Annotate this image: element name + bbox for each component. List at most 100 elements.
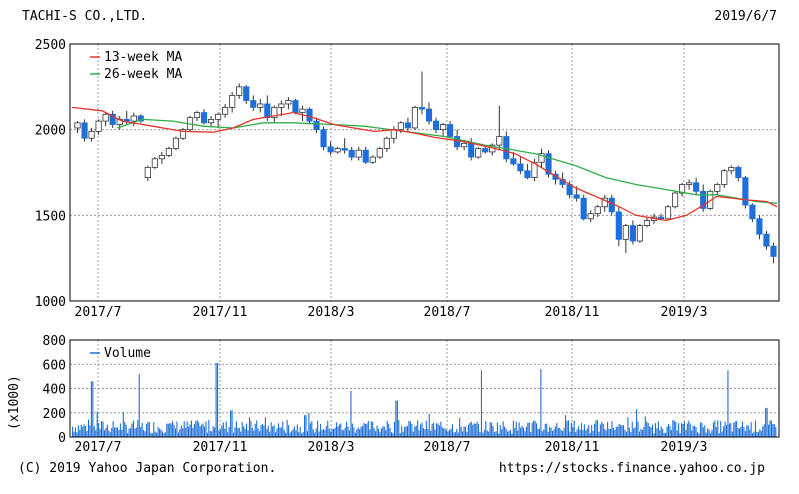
volume-bar	[624, 429, 626, 437]
volume-bar	[460, 426, 462, 437]
volume-bar	[717, 420, 719, 437]
candle-down	[362, 149, 369, 163]
candle-down	[404, 122, 411, 129]
volume-bar	[85, 425, 87, 437]
volume-bar	[130, 428, 132, 437]
volume-bar	[283, 430, 285, 437]
volume-bar	[422, 428, 424, 437]
volume-bar	[240, 431, 242, 437]
volume-bar	[109, 432, 111, 437]
volume-bar	[749, 429, 751, 437]
volume-bar	[206, 432, 208, 437]
volume-bar	[617, 426, 619, 437]
candle-up	[179, 129, 187, 139]
candle-down	[763, 233, 770, 247]
volume-bar	[710, 433, 712, 437]
volume-bar	[217, 363, 219, 437]
price-x-tick-label: 2018/3	[308, 305, 355, 320]
volume-bar	[366, 423, 368, 437]
volume-bar	[298, 432, 300, 437]
volume-bar	[346, 421, 348, 437]
volume-bar	[227, 432, 229, 437]
volume-bar	[470, 421, 472, 437]
volume-bar	[367, 420, 369, 437]
volume-bar	[554, 426, 556, 437]
volume-bar	[449, 429, 451, 437]
volume-bar	[637, 421, 639, 437]
volume-bar	[633, 428, 635, 437]
volume-bar	[437, 423, 439, 437]
volume-bar	[544, 423, 546, 437]
candle-up	[397, 122, 404, 131]
volume-bar	[536, 423, 538, 437]
volume-bar	[763, 424, 765, 437]
volume-bar	[98, 423, 100, 437]
candle-down	[348, 149, 355, 158]
volume-bar	[144, 431, 146, 437]
volume-bar	[443, 428, 445, 437]
volume-bar	[705, 432, 707, 437]
volume-bar	[375, 431, 377, 437]
volume-bar	[621, 425, 623, 437]
volume-bar	[694, 426, 696, 437]
volume-bar	[157, 426, 159, 437]
candle-up	[587, 213, 594, 220]
volume-bar	[489, 422, 491, 437]
volume-bar	[512, 420, 514, 437]
volume-bar	[483, 429, 485, 437]
volume-bar	[517, 430, 519, 437]
volume-bar	[172, 420, 174, 437]
volume-bar	[421, 422, 423, 437]
source-url[interactable]: https://stocks.finance.yahoo.co.jp	[498, 461, 765, 476]
volume-bar	[701, 422, 703, 437]
candle-down	[454, 136, 461, 148]
volume-bar	[589, 433, 591, 437]
candle-up	[461, 142, 468, 148]
volume-bar	[750, 422, 752, 437]
volume-bar	[111, 427, 113, 437]
volume-bar	[319, 423, 322, 437]
volume-bar	[246, 423, 248, 437]
volume-bar	[137, 420, 139, 437]
volume-bar	[662, 428, 664, 437]
volume-bar	[636, 409, 638, 437]
volume-bar	[93, 426, 95, 437]
volume-bar	[678, 423, 680, 437]
volume-bar	[634, 427, 636, 437]
candle-up	[236, 86, 243, 96]
volume-bar	[630, 431, 632, 437]
volume-bar	[102, 421, 104, 437]
volume-bar	[676, 430, 678, 437]
volume-bar	[654, 423, 656, 437]
volume-bar	[340, 423, 342, 437]
candle-down	[200, 112, 208, 124]
candle-up	[721, 170, 728, 185]
volume-bar	[491, 422, 493, 437]
volume-bar	[289, 432, 291, 437]
volume-bar	[733, 422, 735, 437]
price-x-tick-label: 2018/7	[424, 305, 471, 320]
candle-down	[608, 197, 615, 213]
volume-bar	[321, 430, 323, 437]
volume-bar	[627, 417, 629, 437]
volume-bar	[711, 429, 713, 437]
volume-bar	[537, 428, 539, 437]
volume-bar	[186, 421, 188, 437]
volume-bar	[347, 426, 349, 437]
candle-up	[440, 124, 447, 131]
volume-bar	[686, 423, 688, 437]
volume-bar	[731, 431, 733, 437]
volume-bar	[618, 423, 620, 437]
volume-bar	[505, 428, 507, 437]
volume-bar	[244, 428, 246, 437]
volume-bar	[414, 426, 416, 437]
volume-bar	[383, 426, 385, 437]
volume-bar	[282, 421, 284, 437]
volume-bar	[493, 432, 496, 437]
volume-bar	[350, 390, 352, 437]
candle-down	[756, 218, 763, 235]
volume-bar	[728, 423, 730, 437]
volume-bar	[547, 431, 549, 437]
volume-bar	[740, 426, 742, 437]
